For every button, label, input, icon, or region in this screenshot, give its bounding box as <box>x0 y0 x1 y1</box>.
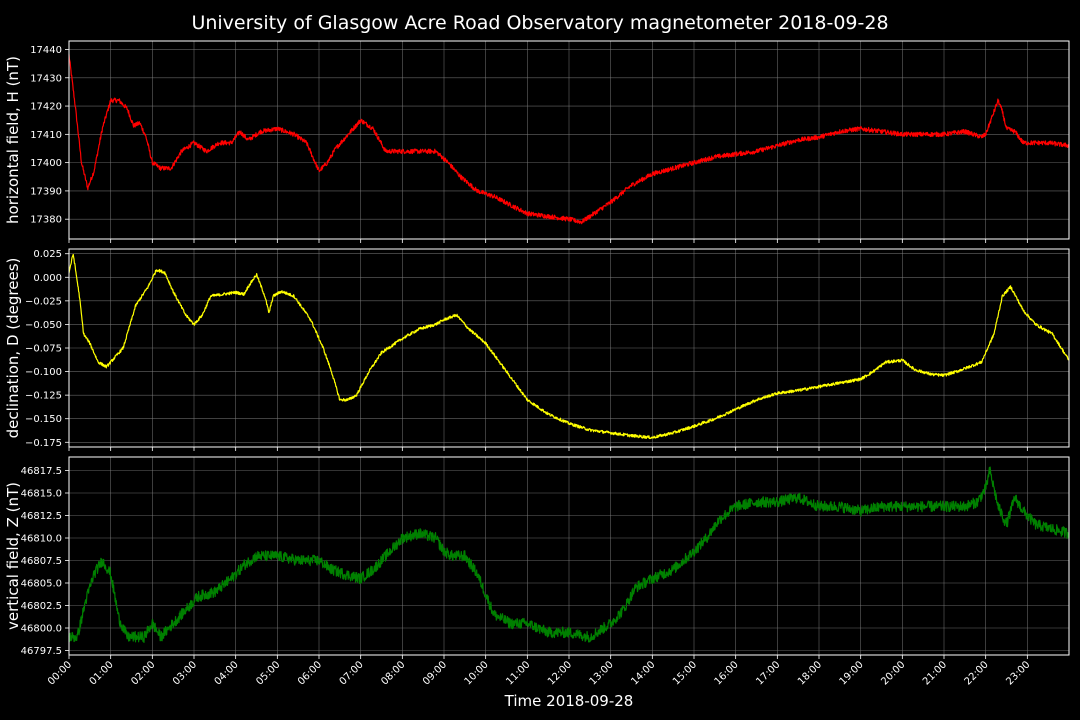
y-tick-label: −0.175 <box>25 438 62 449</box>
y-tick-label: 46810.0 <box>21 534 62 545</box>
y-tick-label: 0.025 <box>33 249 62 260</box>
y-tick-label: 17410 <box>30 130 62 141</box>
series-line <box>68 466 1070 643</box>
panel-2: −0.175 −0.150 −0.125 −0.100 −0.075 −0.050 −0.0… <box>4 248 1070 451</box>
y-tick-label: 46802.5 <box>21 601 62 612</box>
y-tick-label: 46807.5 <box>21 556 62 567</box>
panel-1: 17380 17390 17400 17410 17420 17430 17440 horiz… <box>4 40 1070 243</box>
y-tick-label: 17420 <box>30 102 62 113</box>
y-tick-label: 17390 <box>30 186 62 197</box>
y-tick-label: 0.000 <box>33 273 62 284</box>
panel-frame <box>68 248 1070 448</box>
y-tick-label: −0.025 <box>25 296 62 307</box>
series-line <box>68 253 1070 440</box>
panel-frame <box>68 456 1070 656</box>
y-tick-label: 46805.0 <box>21 579 62 590</box>
y-tick-label: −0.100 <box>25 367 62 378</box>
y-tick-label: 17440 <box>30 45 62 56</box>
panel-3: 46797.5 46800.0 46802.5 46805.0 46807.5 46810… <box>4 456 1070 659</box>
y-axis-label: declination, D (degrees) <box>4 258 22 439</box>
y-tick-label: −0.075 <box>25 344 62 355</box>
x-axis-label: Time 2018-09-28 <box>504 692 634 710</box>
y-axis-label: horizontal field, H (nT) <box>4 56 22 224</box>
y-tick-label: −0.150 <box>25 414 62 425</box>
y-tick-label: 46815.0 <box>21 489 62 500</box>
panel-frame <box>68 40 1070 240</box>
y-tick-label: 17380 <box>30 215 62 226</box>
chart-panels: 17380 17390 17400 17410 17420 17430 17440 horiz… <box>4 40 1070 659</box>
chart-title: University of Glasgow Acre Road Observat… <box>191 12 888 34</box>
y-tick-label: 46797.5 <box>21 646 62 657</box>
y-tick-label: 46817.5 <box>21 466 62 477</box>
y-tick-label: 46800.0 <box>21 624 62 635</box>
y-tick-label: −0.125 <box>25 391 62 402</box>
y-tick-label: 17430 <box>30 73 62 84</box>
y-tick-label: 17400 <box>30 158 62 169</box>
y-axis-label: vertical field, Z (nT) <box>4 482 22 630</box>
y-tick-label: −0.050 <box>25 320 62 331</box>
y-tick-label: 46812.5 <box>21 511 62 522</box>
series-line <box>68 54 1070 225</box>
